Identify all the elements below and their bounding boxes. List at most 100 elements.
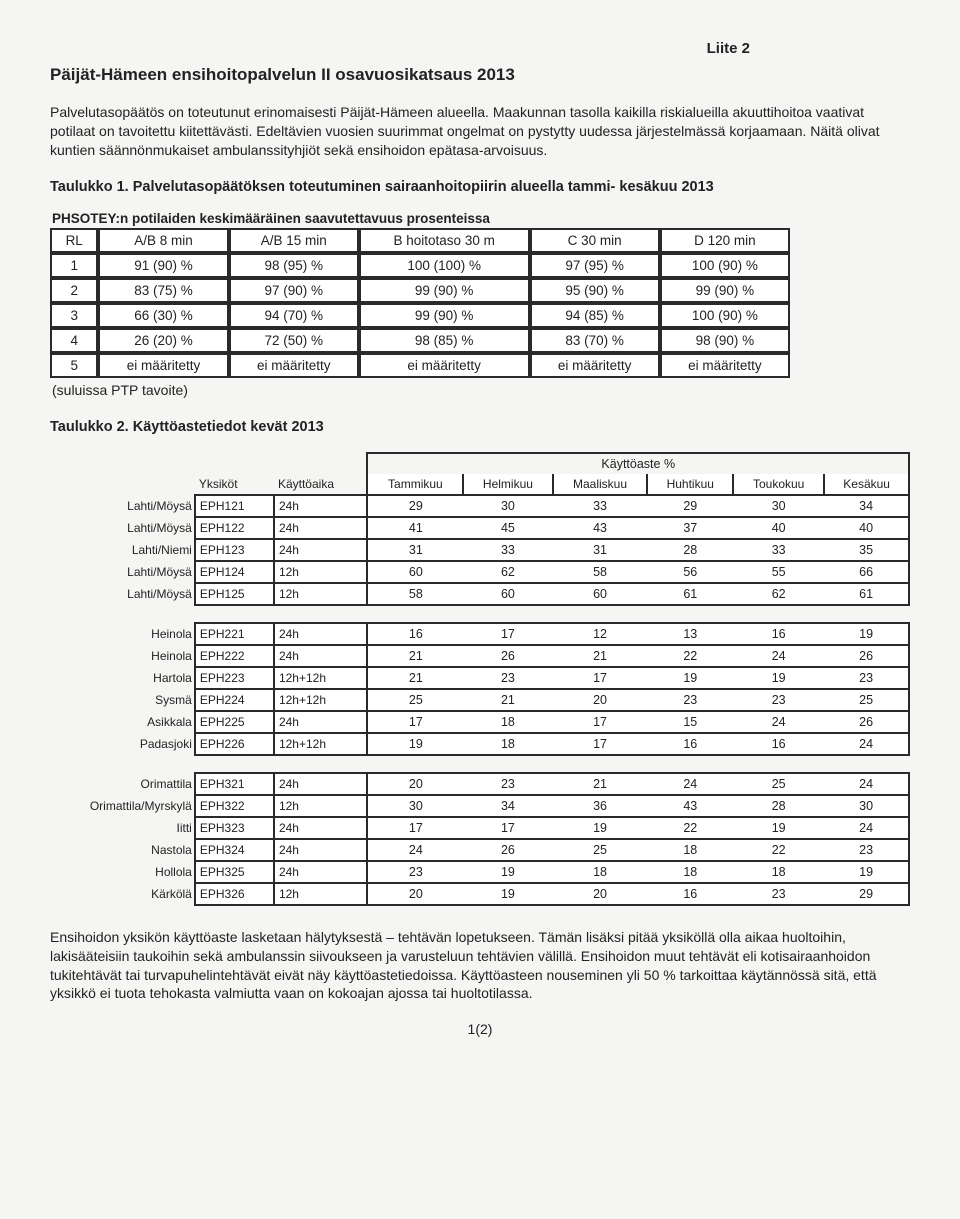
table2-value: 20 <box>367 883 463 905</box>
table2-value: 18 <box>553 861 648 883</box>
table2-unit: EPH121 <box>195 495 274 517</box>
table2-value: 23 <box>824 839 909 861</box>
table2-value: 15 <box>647 711 733 733</box>
table2-value: 37 <box>647 517 733 539</box>
table2-unit: EPH224 <box>195 689 274 711</box>
table2-location: Lahti/Niemi <box>40 539 195 561</box>
table2-time: 12h <box>274 795 368 817</box>
table2-value: 19 <box>733 817 824 839</box>
table2-unit: EPH122 <box>195 517 274 539</box>
table2-unit: EPH321 <box>195 773 274 795</box>
table2-value: 40 <box>733 517 824 539</box>
table2-value: 29 <box>824 883 909 905</box>
table1-cell: 91 (90) % <box>98 253 228 278</box>
table2-value: 20 <box>367 773 463 795</box>
table2-value: 24 <box>824 817 909 839</box>
table2-caption: Taulukko 2. Käyttöastetiedot kevät 2013 <box>50 418 910 438</box>
table2-value: 21 <box>367 645 463 667</box>
table2-value: 62 <box>463 561 552 583</box>
table2-col-header: Kesäkuu <box>824 474 909 495</box>
table2-value: 26 <box>824 645 909 667</box>
table2-location: Lahti/Möysä <box>40 561 195 583</box>
table2-value: 21 <box>367 667 463 689</box>
table2-col-header: Helmikuu <box>463 474 552 495</box>
table2-time: 24h <box>274 623 368 645</box>
table2-value: 31 <box>367 539 463 561</box>
table1-cell: 100 (100) % <box>359 253 530 278</box>
table2-value: 23 <box>733 883 824 905</box>
table2-value: 41 <box>367 517 463 539</box>
table2-value: 18 <box>463 733 552 755</box>
table2-value: 26 <box>463 645 552 667</box>
table2-value: 43 <box>647 795 733 817</box>
table1-col-header: D 120 min <box>660 228 790 253</box>
table1-cell: ei määritetty <box>229 353 359 378</box>
table2-value: 19 <box>367 733 463 755</box>
table1-cell: 94 (70) % <box>229 303 359 328</box>
table2-value: 24 <box>733 645 824 667</box>
table2-value: 28 <box>647 539 733 561</box>
table2-location: Heinola <box>40 645 195 667</box>
table2-value: 19 <box>553 817 648 839</box>
table2-value: 25 <box>367 689 463 711</box>
table2-value: 61 <box>647 583 733 605</box>
table2-value: 30 <box>463 495 552 517</box>
table1-cell: 26 (20) % <box>98 328 228 353</box>
table1-cell: 94 (85) % <box>530 303 660 328</box>
table2-location: Lahti/Möysä <box>40 517 195 539</box>
table2-unit: EPH225 <box>195 711 274 733</box>
table2-time: 24h <box>274 839 368 861</box>
table2-location: Heinola <box>40 623 195 645</box>
table1-cell: 98 (95) % <box>229 253 359 278</box>
footer-paragraph: Ensihoidon yksikön käyttöaste lasketaan … <box>50 928 910 1004</box>
table2-unit: EPH324 <box>195 839 274 861</box>
table2-unit: EPH322 <box>195 795 274 817</box>
table2-value: 26 <box>824 711 909 733</box>
table1-cell: 72 (50) % <box>229 328 359 353</box>
table2-value: 22 <box>647 645 733 667</box>
table1-cell: 97 (90) % <box>229 278 359 303</box>
table1-cell: 100 (90) % <box>660 253 790 278</box>
table1-cell: 100 (90) % <box>660 303 790 328</box>
table2-time: 12h <box>274 883 368 905</box>
table2-value: 22 <box>647 817 733 839</box>
table2-value: 24 <box>367 839 463 861</box>
table2-value: 18 <box>647 861 733 883</box>
table1-cell: 99 (90) % <box>359 303 530 328</box>
table2-value: 21 <box>553 645 648 667</box>
table1-col-header: RL <box>50 228 98 253</box>
table2-value: 29 <box>367 495 463 517</box>
table2-value: 18 <box>647 839 733 861</box>
table2-value: 25 <box>733 773 824 795</box>
table2-value: 25 <box>824 689 909 711</box>
table2-value: 19 <box>824 623 909 645</box>
table2-time: 12h+12h <box>274 689 368 711</box>
table2-unit: EPH223 <box>195 667 274 689</box>
table2-value: 23 <box>463 773 552 795</box>
table2-value: 19 <box>647 667 733 689</box>
table2-location: Orimattila/Myrskylä <box>40 795 195 817</box>
table2-time: 24h <box>274 645 368 667</box>
table1-caption: Taulukko 1. Palvelutasopäätöksen toteutu… <box>50 178 910 198</box>
table2-col-header: Toukokuu <box>733 474 824 495</box>
table2-time: 24h <box>274 817 368 839</box>
table1-col-header: C 30 min <box>530 228 660 253</box>
table2-location: Hollola <box>40 861 195 883</box>
table2-value: 33 <box>733 539 824 561</box>
table2-value: 43 <box>553 517 648 539</box>
table2-unit: EPH221 <box>195 623 274 645</box>
table2-col-header: Maaliskuu <box>553 474 648 495</box>
table2-value: 58 <box>553 561 648 583</box>
table1-cell: 95 (90) % <box>530 278 660 303</box>
table2-value: 56 <box>647 561 733 583</box>
table2-value: 29 <box>647 495 733 517</box>
table2-value: 33 <box>463 539 552 561</box>
table2-time: 24h <box>274 773 368 795</box>
table2-value: 16 <box>647 733 733 755</box>
table2-time: 24h <box>274 711 368 733</box>
table2-value: 16 <box>733 733 824 755</box>
table2-value: 36 <box>553 795 648 817</box>
table2-location: Sysmä <box>40 689 195 711</box>
table2-unit: EPH326 <box>195 883 274 905</box>
table2-value: 33 <box>553 495 648 517</box>
